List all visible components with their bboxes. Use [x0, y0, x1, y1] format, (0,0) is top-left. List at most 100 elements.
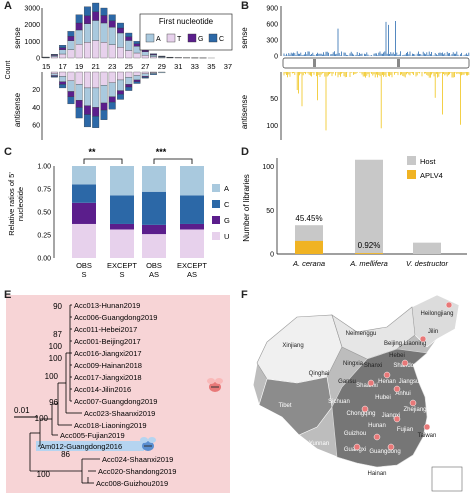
sense-bar	[117, 23, 124, 28]
panel-a-label: A	[4, 0, 12, 12]
antisense-bar	[101, 85, 108, 103]
province-label: Fujian	[397, 427, 413, 433]
tree-taxon: Acc017-Jiangxi2018	[74, 373, 142, 382]
antisense-bar	[142, 72, 149, 74]
sense-bar	[84, 16, 91, 24]
sense-bar	[134, 44, 141, 47]
c-legend-swatch	[212, 184, 220, 192]
sense-bar	[109, 15, 116, 21]
d-x-label: A. cerana	[292, 259, 325, 268]
sig-bracket	[84, 159, 122, 164]
sense-bar	[109, 27, 116, 44]
c-legend-key: G	[224, 216, 230, 225]
antisense-bar	[92, 72, 99, 88]
tree-taxon: Acc018-Liaoning2019	[74, 421, 147, 430]
panel-b-label: B	[241, 0, 249, 12]
antisense-bar	[101, 110, 108, 120]
sig-s: **	[88, 147, 96, 157]
scale-label: 0.01	[14, 406, 30, 415]
tree-taxon: Acc007-Guangdong2019	[74, 397, 157, 406]
antisense-bar	[109, 83, 116, 97]
c-bar-segment	[180, 166, 204, 195]
province-label: Jiangsu	[399, 379, 420, 385]
d-legend-key: APLV4	[420, 171, 443, 180]
province-label: Guizhou	[344, 431, 366, 437]
c-y-tick: 0.00	[37, 256, 51, 263]
d-bar-host	[355, 160, 383, 254]
antisense-bar	[109, 102, 116, 109]
antisense-bar	[117, 94, 124, 99]
sense-bar	[142, 55, 149, 58]
tree-taxon: Acc011-Hebei2017	[74, 325, 137, 334]
bee-marker-icon	[374, 434, 380, 440]
sense-bar	[92, 41, 99, 59]
province-label: Jilin	[428, 329, 438, 335]
panel-a-chart: Count sense antisense 300020001000020406…	[0, 0, 237, 145]
antisense-bar	[76, 72, 83, 84]
c-bar-segment	[142, 166, 166, 192]
b-sense-tick: 0	[274, 54, 278, 61]
genome-marker	[397, 59, 400, 67]
bee-marker-icon	[402, 360, 408, 366]
bee-marker-icon	[394, 386, 400, 392]
sense-bar	[59, 45, 66, 48]
province-label: Guangdong	[369, 449, 400, 455]
c-bar-segment	[180, 229, 204, 258]
d-legend-key: Host	[420, 157, 436, 166]
sense-bar	[84, 7, 91, 16]
antisense-bar	[92, 107, 99, 116]
a-sense-tick: 1000	[24, 39, 40, 46]
a-x-tick: 29	[158, 62, 166, 71]
sense-bar	[142, 52, 149, 56]
legend-a-swatch	[209, 34, 217, 42]
legend-a-key: T	[177, 36, 182, 43]
legend-a-swatch	[167, 34, 175, 42]
sense-bar	[68, 31, 75, 36]
d-bar-aplv4	[355, 253, 383, 254]
sense-bar	[84, 42, 91, 58]
b-antisense-label: antisense	[240, 94, 249, 129]
antisense-bar	[125, 72, 132, 77]
tree-taxon: Acc001-Beijing2017	[74, 337, 141, 346]
bee-marker-icon	[424, 424, 430, 430]
antisense-bar	[51, 76, 58, 77]
antisense-bar	[68, 91, 75, 96]
c-bar-segment	[110, 166, 134, 195]
south-sea-inset	[432, 467, 462, 491]
antisense-bar	[125, 77, 132, 84]
province-label: Hubei	[375, 395, 391, 401]
province-label: Hainan	[367, 471, 386, 477]
bootstrap-value: 86	[61, 450, 70, 459]
a-x-tick: 21	[92, 62, 100, 71]
panel-c-label: C	[4, 146, 12, 158]
c-x-label: S	[119, 270, 124, 279]
count-label: Count	[5, 61, 12, 80]
d-legend-swatch	[407, 156, 416, 165]
sense-bar	[59, 48, 66, 50]
b-antisense-tick: 50	[270, 96, 278, 103]
antisense-bar	[76, 107, 83, 118]
c-ylabel-1: Relative ratios of 5'	[7, 172, 16, 236]
d-x-label: V. destructor	[406, 259, 448, 268]
tree-taxon: Acc008-Guizhou2019	[96, 479, 168, 488]
a-x-tick: 25	[125, 62, 133, 71]
sense-bar	[92, 12, 99, 21]
sense-bar	[84, 24, 91, 42]
sense-bar	[101, 23, 108, 42]
sense-bar	[101, 16, 108, 24]
sense-bar	[134, 53, 141, 58]
sense-bar	[150, 54, 157, 55]
province-label: Chongqing	[346, 411, 375, 417]
b-antisense-tick: 100	[266, 123, 278, 130]
a-x-tick: 15	[42, 62, 50, 71]
antisense-bar	[68, 97, 75, 104]
province-label: Heilongjiang	[420, 311, 453, 317]
genome-marker	[313, 59, 316, 67]
province-label: Qinghai	[309, 371, 330, 377]
d-legend-swatch	[407, 170, 416, 179]
sense-bar	[68, 36, 75, 40]
b-sense-label: sense	[240, 27, 249, 49]
